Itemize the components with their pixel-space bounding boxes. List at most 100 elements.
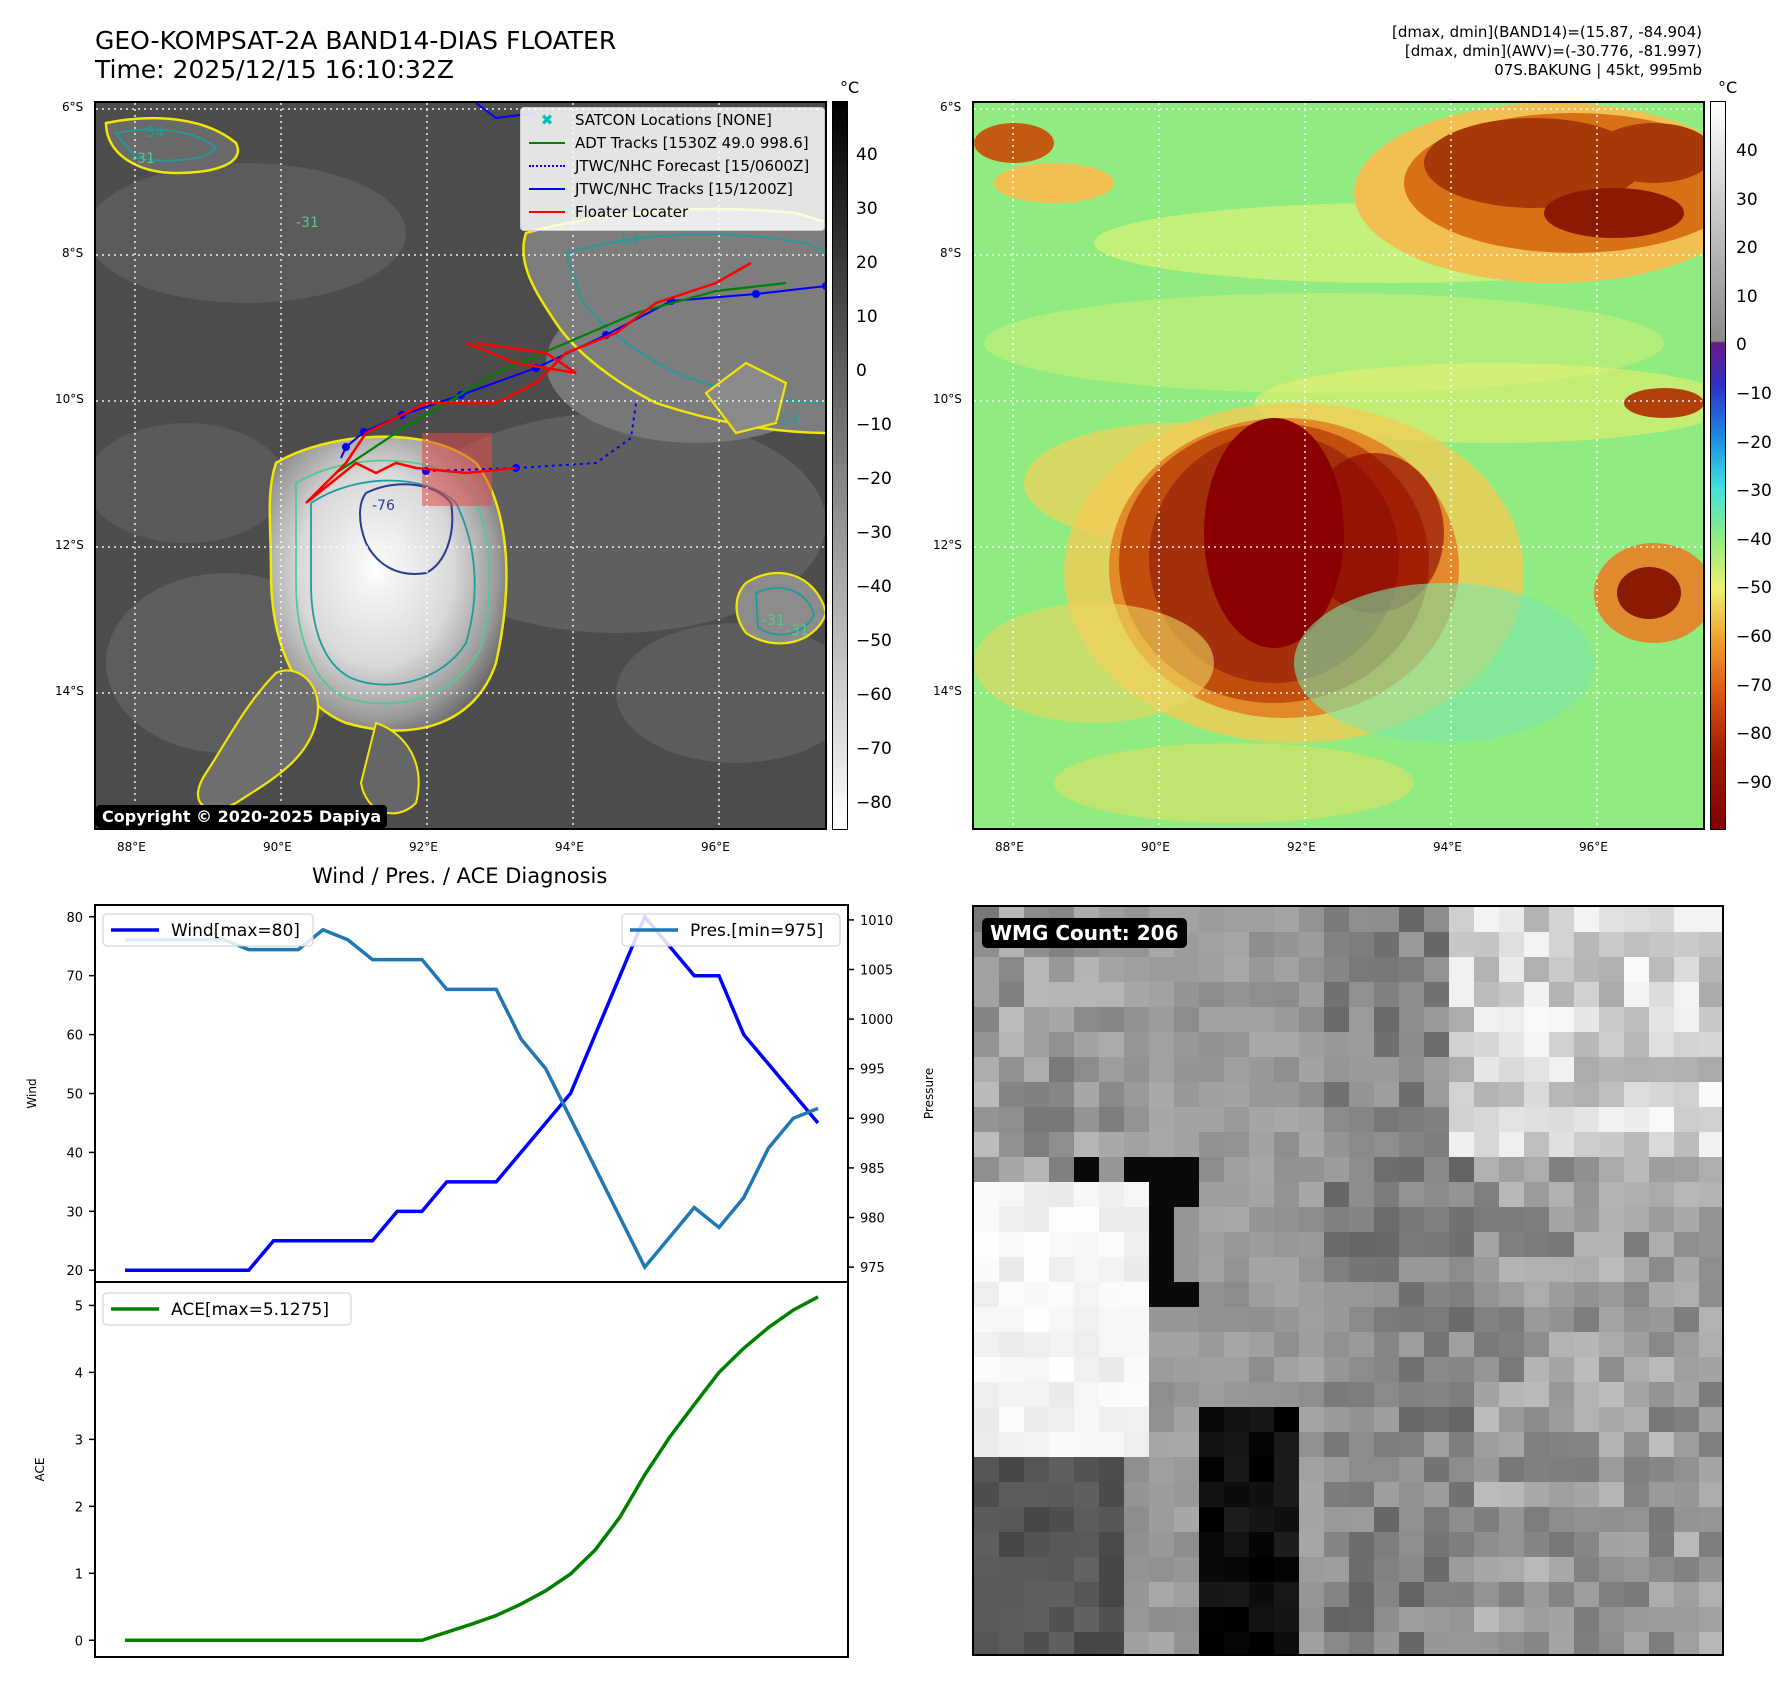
- wmg-pixel: [1674, 1057, 1699, 1082]
- wmg-pixel: [1224, 1232, 1249, 1257]
- wmg-pixel: [1599, 907, 1624, 932]
- wmg-pixel: [1374, 957, 1399, 982]
- lon-tick: 88°E: [995, 840, 1024, 854]
- wmg-pixel: [1524, 1082, 1549, 1107]
- wmg-pixel: [1499, 932, 1524, 957]
- wmg-pixel: [1549, 1407, 1574, 1432]
- wmg-pixel: [1024, 1382, 1049, 1407]
- wmg-pixel: [1424, 1532, 1449, 1557]
- wmg-pixel: [1174, 1257, 1199, 1282]
- wmg-pixel: [1074, 1107, 1099, 1132]
- lon-tick: 94°E: [555, 840, 584, 854]
- wmg-pixel: [1299, 1257, 1324, 1282]
- wmg-pixel: [1699, 1607, 1722, 1632]
- wmg-pixel: [1649, 1132, 1674, 1157]
- wmg-pixel: [1174, 1282, 1199, 1307]
- wmg-pixel: [1374, 1557, 1399, 1582]
- wmg-pixel: [1174, 1432, 1199, 1457]
- wmg-pixel: [1174, 1582, 1199, 1607]
- wmg-pixel: [1299, 1082, 1324, 1107]
- wmg-pixel: [974, 1382, 999, 1407]
- wmg-pixel: [1024, 1207, 1049, 1232]
- wmg-pixel: [1199, 1557, 1224, 1582]
- wmg-pixel: [1524, 907, 1549, 932]
- diagnosis-chart: 2030405060708097598098599099510001005101…: [25, 904, 936, 1658]
- info-line2: [dmax, dmin](AWV)=(-30.776, -81.997): [1404, 42, 1702, 60]
- wmg-pixel: [1674, 1232, 1699, 1257]
- wmg-pixel: [1549, 1107, 1574, 1132]
- wmg-pixel: [1199, 1282, 1224, 1307]
- wmg-pixel: [1474, 1457, 1499, 1482]
- wmg-pixel: [1399, 982, 1424, 1007]
- pressure-tick-label: 1000: [860, 1013, 893, 1028]
- wmg-pixel: [1549, 932, 1574, 957]
- ace-series-line: [125, 1295, 819, 1643]
- colorbar-tick-label: −70: [856, 739, 892, 759]
- wmg-pixel: [1499, 1107, 1524, 1132]
- wmg-pixel: [1149, 1482, 1174, 1507]
- wmg-pixel: [1574, 1382, 1599, 1407]
- wmg-pixel: [1249, 1457, 1274, 1482]
- wmg-pixel: [1224, 1307, 1249, 1332]
- colorbar-tick-label: −10: [1736, 384, 1772, 404]
- wmg-pixel: [1474, 1482, 1499, 1507]
- legend-forecast-label: JTWC/NHC Forecast [15/0600Z]: [575, 156, 810, 175]
- wmg-pixel: [1699, 1482, 1722, 1507]
- wmg-pixel: [1099, 1532, 1124, 1557]
- wmg-pixel: [1274, 1557, 1299, 1582]
- wmg-pixel: [1424, 1157, 1449, 1182]
- wmg-pixel: [1649, 1232, 1674, 1257]
- wmg-pixel: [999, 1332, 1024, 1357]
- wmg-pixel: [974, 1132, 999, 1157]
- colorbar-tick-label: −40: [1736, 529, 1772, 550]
- wmg-pixel: [999, 1257, 1024, 1282]
- wmg-pixel: [1549, 1232, 1574, 1257]
- wmg-pixel: [1699, 1207, 1722, 1232]
- wmg-pixel: [1274, 1032, 1299, 1057]
- colorbar-tick-label: 20: [856, 253, 878, 273]
- wmg-pixel: [1574, 1457, 1599, 1482]
- wmg-pixel: [1099, 1057, 1124, 1082]
- wmg-pixel: [1674, 1432, 1699, 1457]
- wmg-pixel: [1324, 1432, 1349, 1457]
- wmg-pixel: [1474, 1357, 1499, 1382]
- wmg-pixel: [1199, 1582, 1224, 1607]
- wmg-pixel: [1124, 1307, 1149, 1332]
- wmg-pixel: [1349, 1432, 1374, 1457]
- wmg-pixel: [1124, 1607, 1149, 1632]
- wmg-pixel: [1299, 1482, 1324, 1507]
- legend-floater: Floater Locater: [521, 200, 824, 223]
- wind-tick-label: 60: [66, 1029, 83, 1044]
- wmg-pixel: [1024, 957, 1049, 982]
- wmg-pixel: [1324, 1032, 1349, 1057]
- wmg-pixel: [1174, 1232, 1199, 1257]
- wmg-pixel: [1124, 1432, 1149, 1457]
- wmg-pixel: [1624, 1582, 1649, 1607]
- colorbar-tick-label: 0: [856, 361, 867, 381]
- lon-tick: 92°E: [1287, 840, 1316, 854]
- wmg-pixel: [1274, 1182, 1299, 1207]
- wmg-pixel: [1474, 1607, 1499, 1632]
- wmg-pixel: [1074, 1607, 1099, 1632]
- wmg-pixel: [1274, 1432, 1299, 1457]
- wmg-pixel: [1299, 1282, 1324, 1307]
- wmg-pixel: [1699, 1082, 1722, 1107]
- wmg-pixel: [1324, 1407, 1349, 1432]
- wmg-pixel: [1174, 982, 1199, 1007]
- wmg-pixel: [1549, 1357, 1574, 1382]
- awv-map-panel: [972, 101, 1705, 830]
- wmg-pixel: [1274, 1307, 1299, 1332]
- wmg-pixel: [1049, 1582, 1074, 1607]
- wmg-pixel: [1449, 1557, 1474, 1582]
- wmg-pixel: [1424, 957, 1449, 982]
- wmg-pixel: [1649, 1332, 1674, 1357]
- wmg-pixel: [1599, 932, 1624, 957]
- wmg-pixel: [1299, 1432, 1324, 1457]
- wmg-pixel: [1024, 1332, 1049, 1357]
- wmg-pixel: [1074, 1557, 1099, 1582]
- wmg-pixel: [1624, 1432, 1649, 1457]
- wmg-pixel: [1149, 1307, 1174, 1332]
- wmg-pixel: [1374, 1182, 1399, 1207]
- wmg-pixel: [1199, 1232, 1224, 1257]
- wmg-pixel: [1449, 1307, 1474, 1332]
